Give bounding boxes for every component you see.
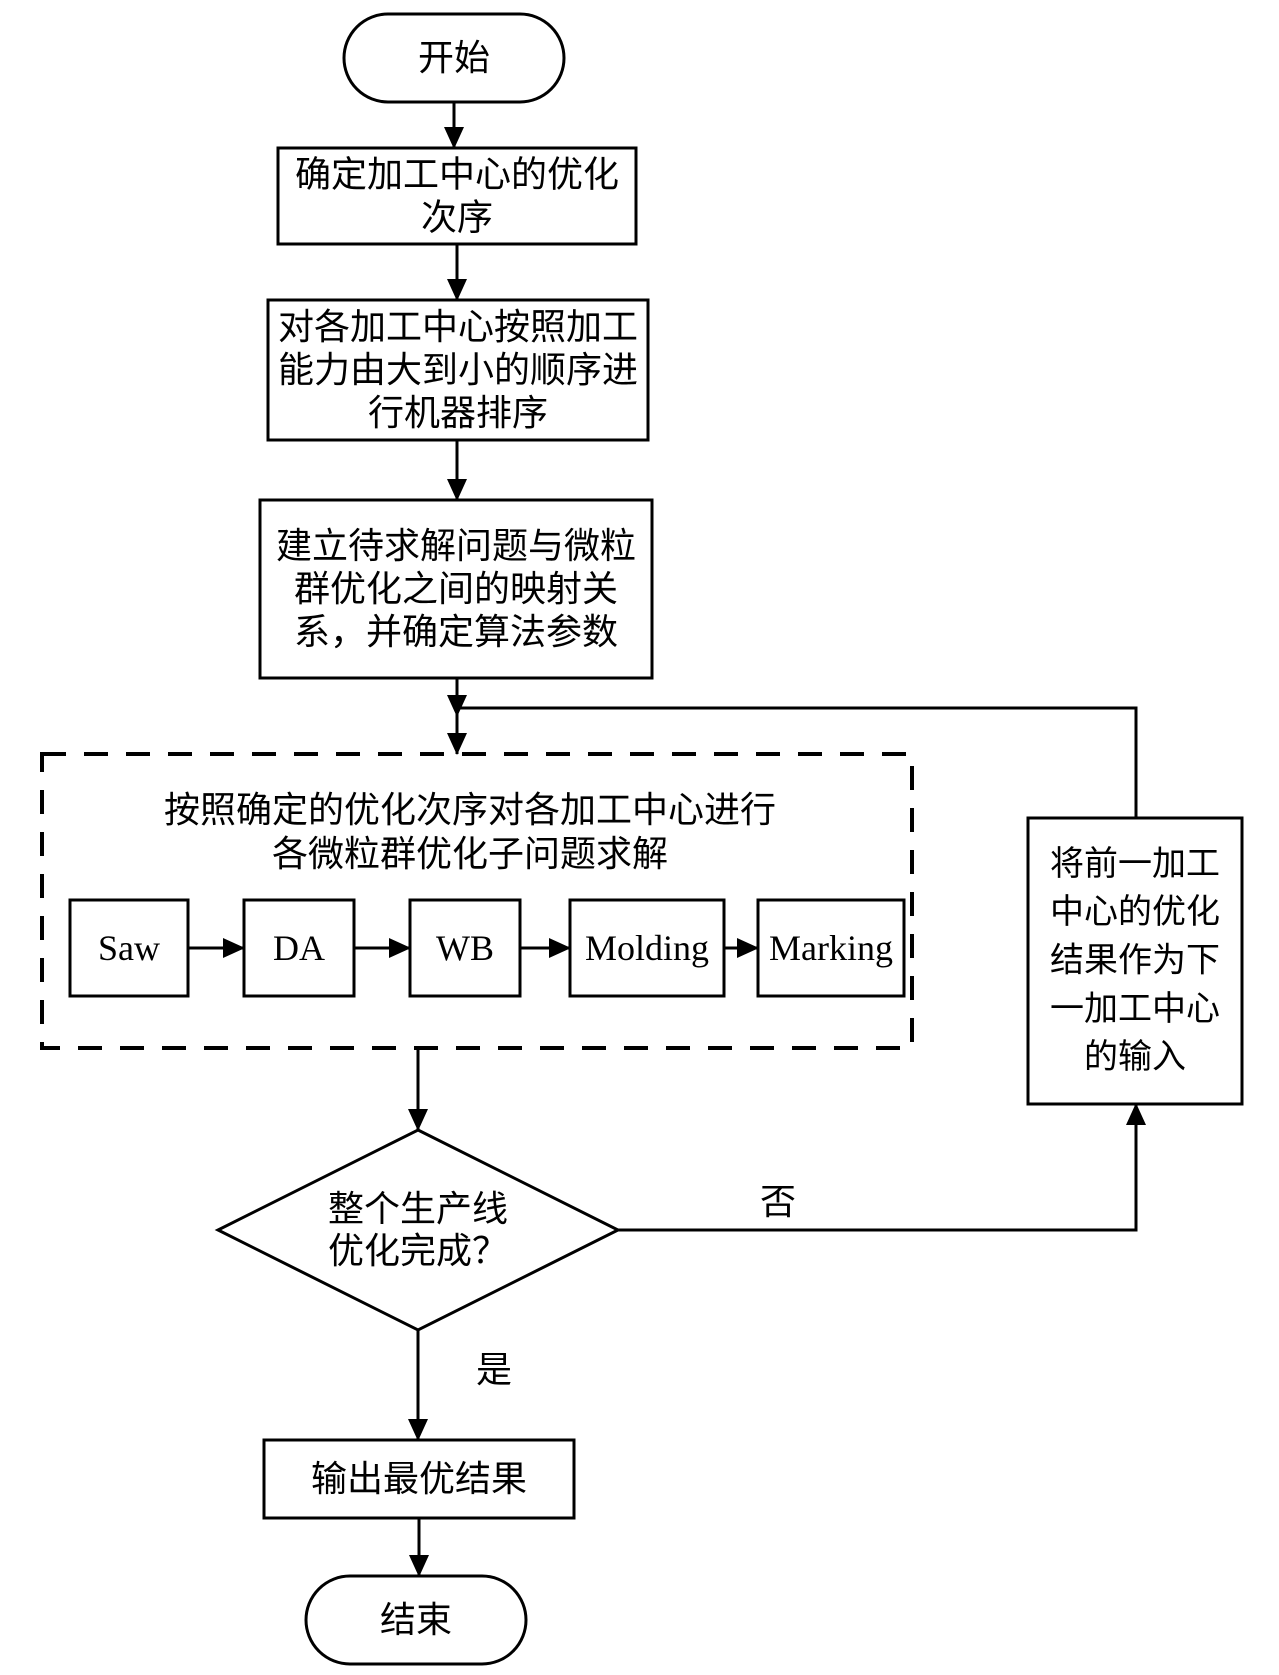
yes-label: 是 — [476, 1350, 512, 1390]
svg-text:系，并确定算法参数: 系，并确定算法参数 — [294, 612, 618, 652]
decision-diamond — [218, 1130, 618, 1330]
stage-saw-label: Saw — [98, 928, 160, 968]
svg-text:建立待求解问题与微粒: 建立待求解问题与微粒 — [276, 526, 636, 566]
svg-text:各微粒群优化子问题求解: 各微粒群优化子问题求解 — [272, 834, 668, 874]
svg-text:结果作为下: 结果作为下 — [1050, 942, 1220, 980]
stage-marking-label: Marking — [769, 928, 893, 968]
no-label: 否 — [760, 1182, 796, 1222]
svg-text:优化完成？: 优化完成？ — [328, 1231, 508, 1271]
svg-text:中心的优化: 中心的优化 — [1050, 893, 1220, 931]
svg-text:群优化之间的映射关: 群优化之间的映射关 — [294, 569, 618, 609]
end-terminal-label: 结束 — [380, 1600, 452, 1640]
svg-text:按照确定的优化次序对各加工中心进行: 按照确定的优化次序对各加工中心进行 — [164, 790, 776, 830]
svg-text:整个生产线: 整个生产线 — [328, 1189, 508, 1229]
svg-text:行机器排序: 行机器排序 — [368, 393, 548, 433]
stage-molding-label: Molding — [585, 928, 709, 968]
svg-text:的输入: 的输入 — [1084, 1038, 1186, 1076]
svg-text:确定加工中心的优化: 确定加工中心的优化 — [295, 154, 619, 194]
svg-text:将前一加工: 将前一加工 — [1050, 845, 1220, 883]
svg-text:次序: 次序 — [421, 198, 493, 238]
stage-wb-label: WB — [436, 928, 494, 968]
svg-text:一加工中心: 一加工中心 — [1050, 990, 1220, 1028]
svg-text:输出最优结果: 输出最优结果 — [311, 1459, 527, 1499]
start-terminal-label: 开始 — [418, 38, 490, 78]
svg-text:能力由大到小的顺序进: 能力由大到小的顺序进 — [278, 350, 638, 390]
svg-text:对各加工中心按照加工: 对各加工中心按照加工 — [278, 307, 638, 347]
feedback-into-box — [618, 1104, 1136, 1230]
stage-da-label: DA — [273, 928, 325, 968]
